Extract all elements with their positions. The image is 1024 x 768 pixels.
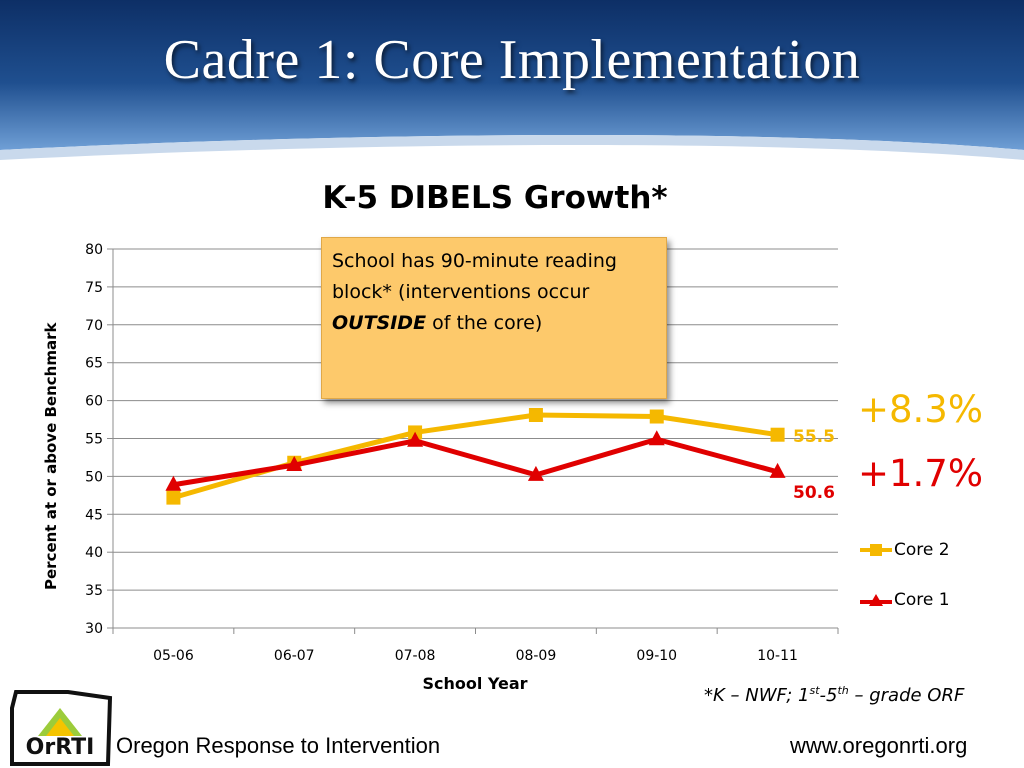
growth-core1: +1.7% (858, 452, 984, 495)
y-tick-label: 35 (85, 583, 103, 599)
data-label-core2-end: 55.5 (793, 427, 835, 447)
callout-note: School has 90-minute reading block* (int… (321, 237, 667, 399)
data-point-core1 (286, 456, 303, 472)
data-point-core1 (648, 430, 665, 446)
chart-title: K-5 DIBELS Growth* (322, 180, 668, 216)
y-tick-label: 60 (85, 394, 103, 410)
y-tick-label: 55 (85, 432, 103, 448)
data-point-core2 (649, 409, 664, 424)
legend-marker-square-icon (860, 544, 892, 556)
y-axis-label: Percent at or above Benchmark (42, 322, 60, 590)
x-tick-label: 08-09 (516, 648, 557, 664)
x-tick-label: 06-07 (274, 648, 315, 664)
slide-title: Cadre 1: Core Implementation (163, 29, 861, 91)
callout-text-1: School has 90-minute reading block* (int… (332, 250, 617, 303)
x-tick-label: 09-10 (636, 648, 677, 664)
slide-header: Cadre 1: Core Implementation (0, 0, 1024, 160)
x-tick-label: 07-08 (395, 648, 436, 664)
y-tick-label: 65 (85, 356, 103, 372)
x-tick-label: 05-06 (153, 648, 194, 664)
legend-label-core2: Core 2 (894, 540, 950, 560)
data-point-core1 (407, 431, 424, 447)
callout-text-2: of the core) (426, 312, 543, 334)
footnote: *K – NWF; 1st-5th – grade ORF (704, 684, 964, 706)
footnote-sup2: th (837, 684, 849, 697)
y-tick-label: 30 (85, 621, 103, 637)
data-point-core2 (528, 408, 543, 423)
growth-core2: +8.3% (858, 388, 984, 431)
legend-marker-triangle-icon (860, 594, 892, 606)
data-point-core1 (769, 462, 786, 478)
y-tick-label: 45 (85, 507, 103, 523)
logo-text: OrRTI (26, 735, 95, 760)
header-banner (0, 0, 1024, 160)
legend-item-core2: Core 2 (860, 540, 950, 560)
data-point-core1 (165, 475, 182, 491)
x-tick-label: 10-11 (757, 648, 798, 664)
footer-org-name: Oregon Response to Intervention (116, 733, 441, 758)
orrti-logo-icon: OrRTI (10, 690, 113, 766)
y-tick-label: 50 (85, 469, 103, 485)
legend-item-core1: Core 1 (860, 590, 950, 610)
data-point-core2 (770, 427, 785, 442)
y-tick-label: 75 (85, 280, 103, 296)
footnote-prefix: *K – NWF; 1 (704, 685, 810, 706)
data-point-core1 (527, 465, 544, 481)
legend-label-core1: Core 1 (894, 590, 950, 610)
y-tick-label: 70 (85, 318, 103, 334)
series-line-core-1 (173, 436, 779, 488)
y-tick-label: 40 (85, 545, 103, 561)
y-tick-label: 80 (85, 242, 103, 258)
data-label-core1-end: 50.6 (793, 483, 835, 503)
footnote-sup1: st (809, 684, 820, 697)
callout-emphasis: OUTSIDE (332, 312, 427, 334)
footnote-mid: -5 (819, 685, 838, 706)
footer-url[interactable]: www.oregonrti.org (790, 733, 968, 758)
data-point-core2 (166, 490, 181, 505)
x-axis-label: School Year (422, 674, 528, 693)
footnote-suffix: – grade ORF (848, 685, 965, 706)
